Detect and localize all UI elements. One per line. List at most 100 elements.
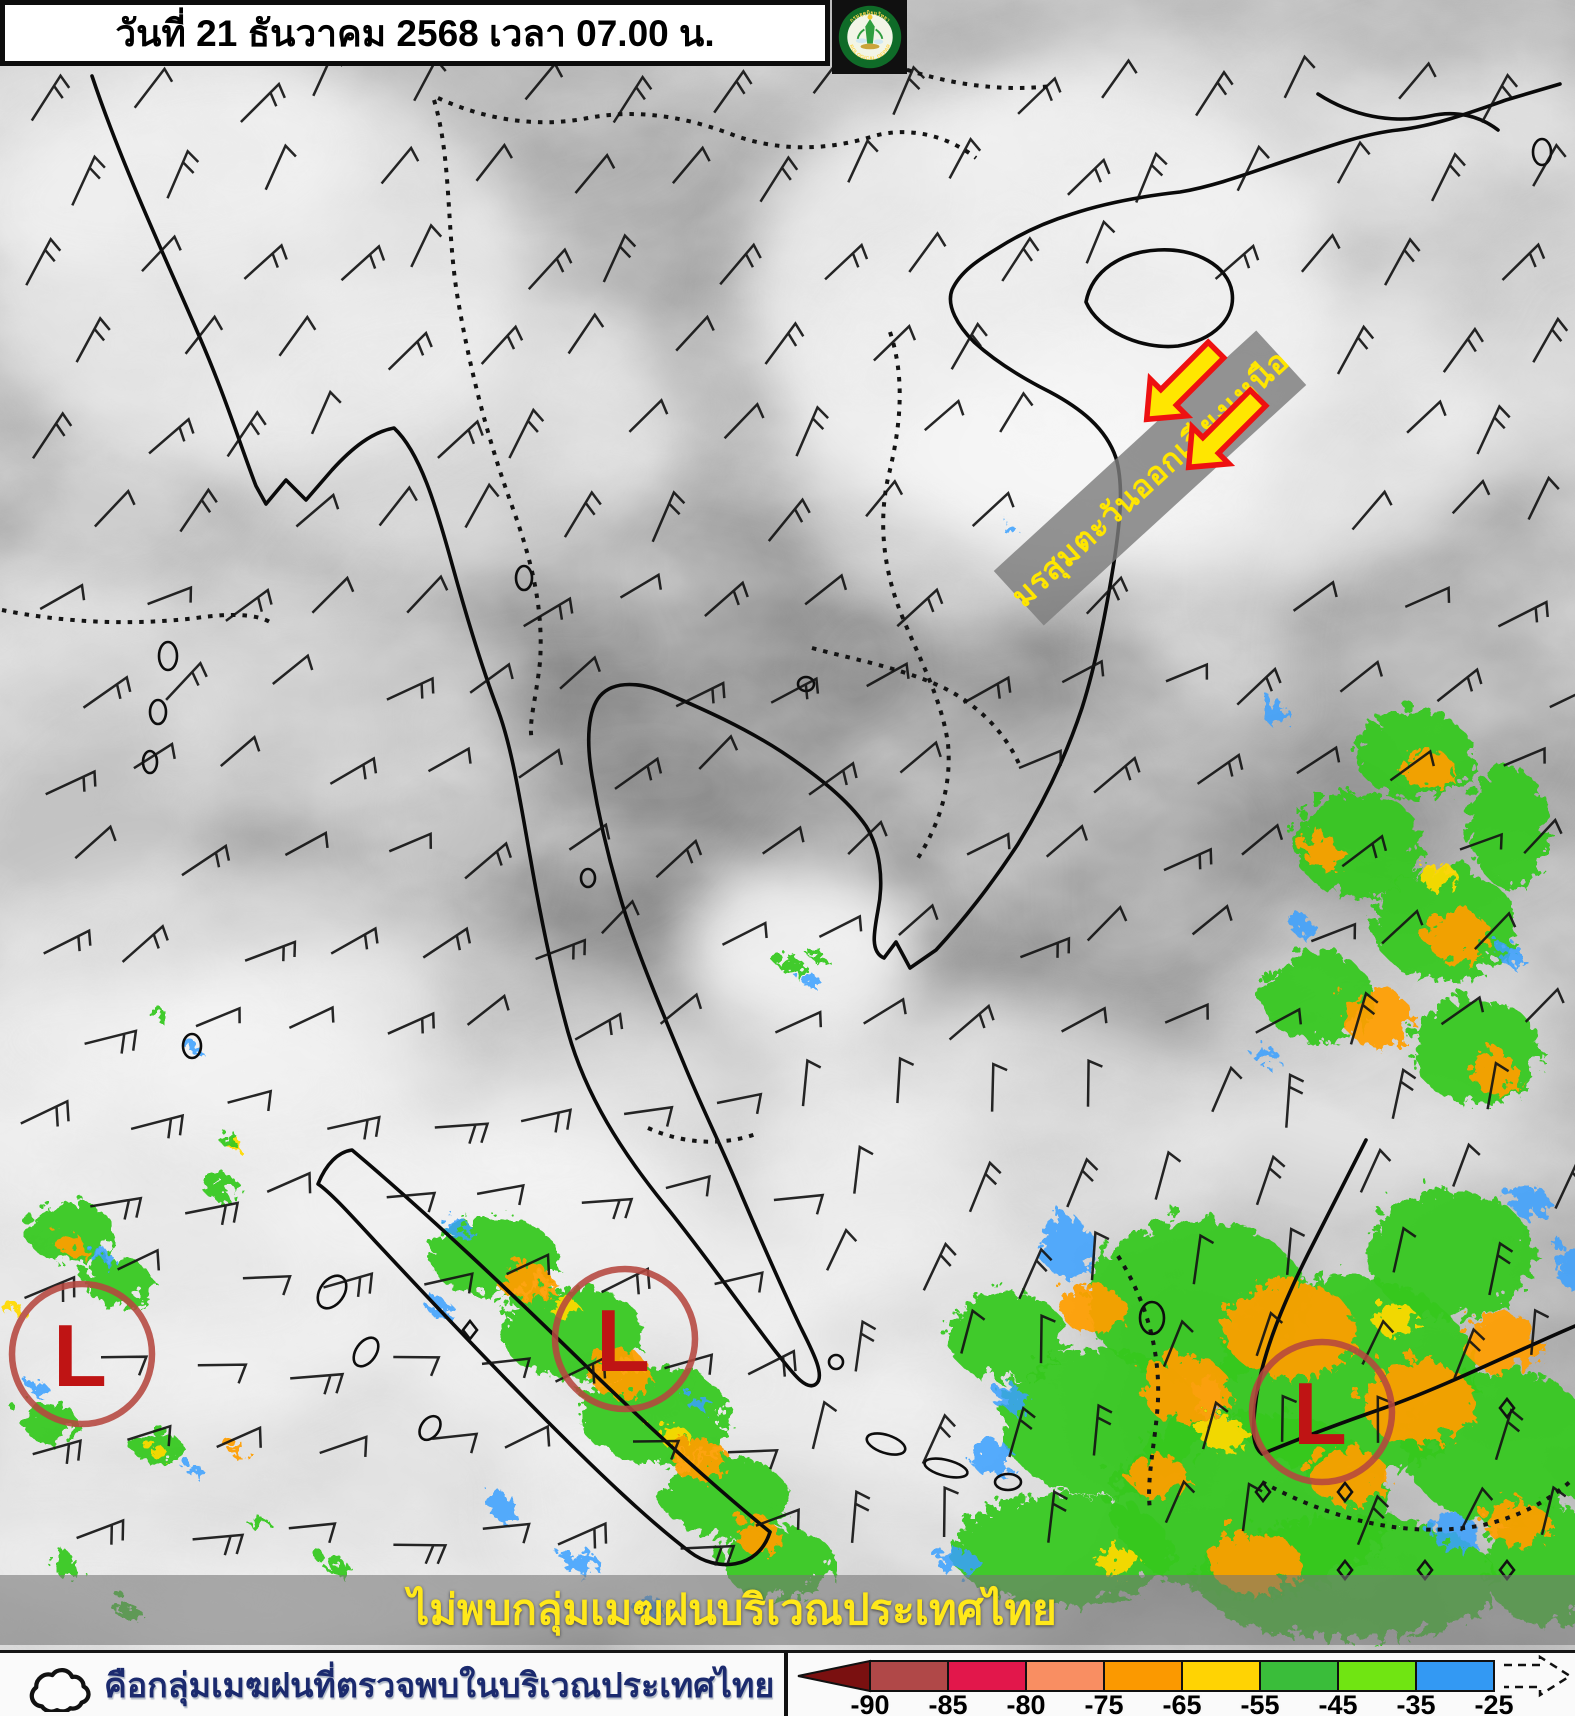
precip-blob: [1420, 904, 1484, 956]
wind-barb: [1135, 151, 1168, 203]
wind-barb: [225, 587, 273, 622]
wind-barb: [1101, 58, 1138, 99]
wind-barb: [774, 1010, 823, 1034]
wind-barb: [1085, 219, 1116, 264]
wind-barb: [898, 903, 939, 937]
wind-barb: [892, 65, 926, 116]
wind-barb: [1361, 1319, 1395, 1365]
wind-barb: [90, 1196, 143, 1220]
border-layer: [1, 64, 1574, 1532]
wind-barb: [195, 1006, 241, 1028]
wind-barb: [619, 572, 663, 599]
low-pressure-layer: L LL: [8, 1265, 1396, 1486]
wind-barb: [824, 242, 869, 281]
wind-barb: [130, 1113, 185, 1139]
wind-barb: [581, 1197, 634, 1220]
scale-tick-label: -65: [1162, 1690, 1201, 1716]
wind-barb: [1501, 242, 1546, 281]
low-pressure-letter: L: [1293, 1364, 1347, 1463]
scale-segment: [1337, 1660, 1417, 1692]
wind-barb: [804, 573, 848, 606]
wind-barb: [1349, 991, 1379, 1045]
wind-barb: [1164, 1479, 1196, 1524]
wind-barb: [665, 1174, 711, 1197]
wind-barb: [1532, 316, 1569, 363]
wind-barb: [1086, 905, 1128, 942]
scale-tick-label: -80: [1006, 1690, 1045, 1716]
wind-barb: [865, 479, 904, 518]
wind-barb: [601, 1267, 651, 1295]
wind-barb: [922, 1241, 957, 1291]
wind-barb: [568, 822, 611, 851]
wind-barb: [1459, 1486, 1494, 1532]
scale-tick-label: -25: [1474, 1690, 1513, 1716]
wind-barb: [612, 74, 653, 124]
wind-barb: [614, 756, 663, 790]
wind-barb: [600, 899, 640, 935]
wind-barb: [602, 233, 637, 283]
scale-tick-label: -35: [1396, 1690, 1435, 1716]
wind-barb: [1503, 746, 1546, 767]
wind-barb: [966, 832, 1011, 856]
tmd-seal-icon: กรมอุตุนิยมวิทยา METEOROLOGICAL DEPARTME…: [835, 2, 901, 69]
wind-barb: [76, 1518, 125, 1545]
scale-segment: [1181, 1660, 1261, 1692]
wind-barb: [680, 1544, 736, 1566]
wind-barb: [747, 1349, 797, 1377]
wind-barb: [424, 1272, 474, 1294]
precip-blob: [183, 1039, 197, 1049]
hainan-island: [1084, 248, 1235, 349]
precip-blob: [318, 1552, 342, 1568]
wind-barb: [1524, 987, 1565, 1023]
wind-barb: [290, 1372, 345, 1395]
wind-barb: [422, 926, 472, 959]
wind-barb: [825, 1227, 858, 1271]
wind-barb: [1300, 233, 1341, 273]
wind-barb: [950, 321, 988, 370]
wind-barb: [84, 1029, 138, 1054]
wind-barb: [1018, 749, 1062, 770]
scale-segment: [947, 1660, 1027, 1692]
wind-barb: [1436, 667, 1483, 703]
wind-barb: [628, 398, 669, 433]
precip-blob: [494, 1256, 546, 1296]
wind-barb: [1236, 666, 1282, 706]
wind-barb: [811, 1400, 838, 1450]
precip-blob: [772, 949, 796, 967]
wind-barb: [1356, 1494, 1390, 1546]
wind-barb: [1442, 326, 1484, 373]
wind-barb: [1488, 1241, 1514, 1296]
wind-barb: [563, 490, 602, 538]
wind-barb: [962, 675, 1012, 704]
low-pressure-letter: L: [596, 1291, 650, 1390]
precip-blob: [1504, 1180, 1544, 1212]
scale-segment: [1025, 1660, 1105, 1692]
precip-blob: [932, 1542, 972, 1570]
wind-barb: [557, 1521, 608, 1549]
sumatra-island: [316, 1148, 772, 1567]
coastline-layer: [90, 74, 1575, 1567]
wind-barb: [1018, 1247, 1053, 1300]
precip-blob: [730, 1513, 774, 1547]
precip-blob: [1424, 1508, 1472, 1544]
wind-barb: [71, 154, 106, 206]
wind-barb: [1241, 1482, 1263, 1532]
precip-blob: [86, 1244, 106, 1260]
wind-barb: [386, 676, 435, 701]
wind-barb: [1283, 54, 1316, 99]
wind-barb: [1523, 817, 1563, 855]
wind-barb: [1191, 904, 1233, 936]
wind-barb: [410, 223, 443, 268]
scale-segment: [869, 1660, 949, 1692]
wind-barb: [1285, 1227, 1306, 1276]
wind-barb: [761, 825, 805, 855]
wind-barb: [432, 1432, 479, 1454]
wind-barb: [1090, 1230, 1110, 1281]
precip-blob: [1406, 992, 1534, 1096]
precip-blob: [1088, 1540, 1132, 1568]
precip-blob: [242, 1509, 262, 1523]
wind-barb: [651, 490, 686, 543]
low-pressure-letter: L: [53, 1306, 107, 1405]
precip-blob: [1360, 1184, 1528, 1312]
wind-barb: [75, 316, 111, 363]
